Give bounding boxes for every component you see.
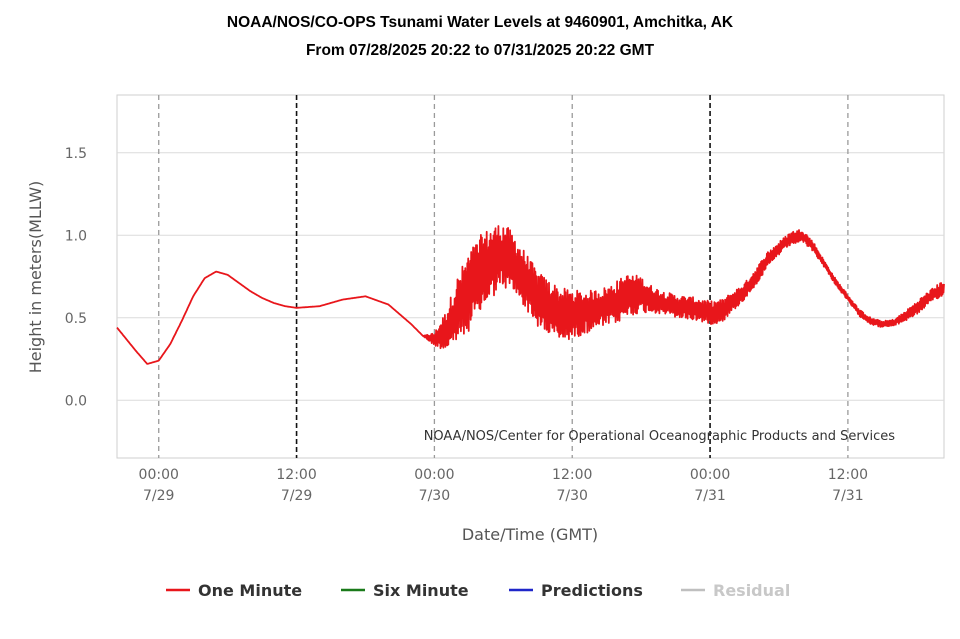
y-tick-labels: 0.0 0.5 1.0 1.5: [65, 146, 87, 410]
y-tick-label: 1.5: [65, 146, 87, 162]
legend-label: Six Minute: [373, 581, 469, 600]
x-tick-label-date: 7/31: [832, 488, 863, 504]
x-tick-label-time: 00:00: [414, 467, 454, 483]
legend: One Minute Six Minute Predictions Residual: [166, 581, 790, 600]
legend-label: One Minute: [198, 581, 302, 600]
grid-lines: [117, 152, 944, 401]
x-tick-labels: 00:00 7/29 12:00 7/29 00:00 7/30 12:00 7/30 00:0…: [139, 467, 869, 504]
y-axis-label: Height in meters(MLLW): [26, 181, 45, 374]
vertical-markers: [158, 95, 849, 458]
x-tick-label-date: 7/29: [281, 488, 312, 504]
series-line-one-minute: [116, 225, 945, 365]
x-tick-label-date: 7/31: [694, 488, 725, 504]
x-axis-label: Date/Time (GMT): [462, 525, 598, 544]
legend-label: Residual: [713, 581, 790, 600]
x-tick-label-time: 00:00: [690, 467, 730, 483]
series-layer: [116, 225, 945, 365]
x-tick-label-date: 7/30: [557, 488, 588, 504]
legend-label: Predictions: [541, 581, 643, 600]
x-tick-label-time: 12:00: [828, 467, 868, 483]
chart-title: NOAA/NOS/CO-OPS Tsunami Water Levels at …: [226, 14, 734, 31]
y-tick-label: 0.5: [65, 311, 87, 327]
y-tick-label: 1.0: [65, 228, 87, 244]
chart-subtitle: From 07/28/2025 20:22 to 07/31/2025 20:2…: [305, 42, 655, 59]
y-tick-label: 0.0: [65, 393, 87, 409]
x-tick-label-time: 12:00: [276, 467, 316, 483]
x-tick-label-date: 7/30: [419, 488, 450, 504]
x-tick-label-date: 7/29: [143, 488, 174, 504]
x-tick-label-time: 00:00: [139, 467, 179, 483]
annotation-text: NOAA/NOS/Center for Operational Oceanogr…: [424, 429, 896, 444]
x-tick-label-time: 12:00: [552, 467, 592, 483]
